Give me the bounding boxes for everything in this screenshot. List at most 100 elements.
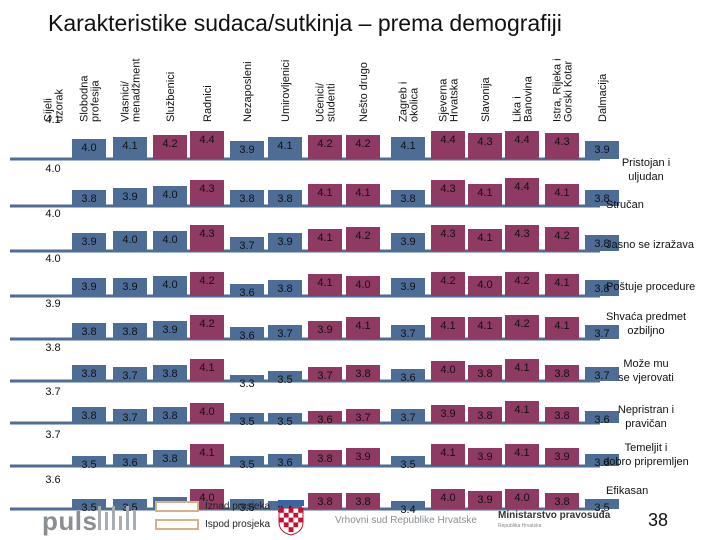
value-label-r1-c10: 4.3 bbox=[440, 183, 455, 195]
bar-r2-c7 bbox=[308, 229, 342, 251]
value-label-r0-c3: 4.2 bbox=[162, 138, 177, 150]
column-header-10: Hrvatska bbox=[449, 78, 461, 122]
value-label-r4-c2: 3.8 bbox=[122, 326, 137, 338]
value-label-r8-c0: 3.6 bbox=[45, 474, 60, 486]
column-header-7: Učenici/ bbox=[315, 82, 327, 122]
row-label-7: Temeljit i bbox=[625, 442, 668, 454]
bar-r1-c2 bbox=[113, 188, 147, 206]
value-label-r7-c2: 3.6 bbox=[122, 457, 137, 469]
value-label-r1-c11: 4.1 bbox=[477, 187, 492, 199]
value-label-r1-c12: 4.4 bbox=[514, 181, 529, 193]
value-label-r7-c7: 3.8 bbox=[317, 453, 332, 465]
bar-r3-c6 bbox=[268, 280, 302, 296]
value-label-r1-c5: 3.8 bbox=[239, 193, 254, 205]
bar-r8-c2 bbox=[113, 499, 147, 509]
value-label-r3-c11: 4.0 bbox=[477, 279, 492, 291]
bar-r3-c8 bbox=[346, 276, 380, 296]
value-label-r3-c4: 4.2 bbox=[199, 275, 214, 287]
row-label-5: se vjerovati bbox=[618, 372, 674, 384]
value-label-r8-c13: 3.8 bbox=[554, 496, 569, 508]
value-label-r7-c4: 4.1 bbox=[199, 447, 214, 459]
value-label-r2-c3: 4.0 bbox=[162, 234, 177, 246]
value-label-r8-c9: 3.4 bbox=[400, 504, 415, 516]
bar-r6-c1 bbox=[72, 407, 106, 423]
value-label-r7-c9: 3.5 bbox=[400, 459, 415, 471]
bar-r8-c7 bbox=[308, 493, 342, 509]
bar-r2-c3 bbox=[153, 231, 187, 251]
puls-logo: puls bbox=[42, 506, 98, 536]
bar-r5-c10 bbox=[431, 361, 465, 381]
row-label-3: Poštuje procedure bbox=[606, 281, 695, 293]
value-label-r8-c1: 3.5 bbox=[81, 502, 96, 514]
column-header-3: Službenici bbox=[165, 72, 177, 122]
legend-below-label: Ispod prosjeka bbox=[205, 519, 271, 530]
value-label-r4-c0: 3.9 bbox=[45, 298, 60, 310]
column-header-7: studenti bbox=[326, 83, 338, 122]
bar-r4-c8 bbox=[346, 317, 380, 339]
bar-r3-c2 bbox=[113, 278, 147, 296]
value-label-r2-c4: 4.3 bbox=[199, 228, 214, 240]
value-label-r7-c13: 3.9 bbox=[554, 451, 569, 463]
bar-r7-c4 bbox=[190, 444, 224, 466]
value-label-r7-c10: 4.1 bbox=[440, 447, 455, 459]
column-header-9: Zagreb i bbox=[398, 82, 410, 122]
bar-r6-c11 bbox=[468, 407, 502, 423]
bar-r2-c2 bbox=[113, 231, 147, 251]
bar-r7-c5 bbox=[230, 456, 264, 466]
value-label-r3-c0: 4.0 bbox=[45, 253, 60, 265]
bar-r6-c4 bbox=[190, 403, 224, 423]
page-number: 38 bbox=[648, 510, 669, 530]
column-header-0: uzorak bbox=[54, 88, 66, 122]
bar-r5-c12 bbox=[505, 359, 539, 381]
value-label-r2-c0: 4.0 bbox=[45, 208, 60, 220]
bar-r2-c1 bbox=[72, 233, 106, 251]
value-label-r5-c8: 3.8 bbox=[355, 368, 370, 380]
column-header-9: okolica bbox=[409, 87, 421, 122]
value-label-r1-c13: 4.1 bbox=[554, 187, 569, 199]
value-label-r3-c6: 3.8 bbox=[277, 283, 292, 295]
bar-r5-c5 bbox=[230, 375, 264, 381]
value-label-r2-c8: 4.2 bbox=[355, 230, 370, 242]
value-label-r4-c8: 4.1 bbox=[355, 320, 370, 332]
column-header-2: menadžment bbox=[131, 58, 143, 122]
bar-r4-c3 bbox=[153, 321, 187, 339]
croatian-crest-icon bbox=[278, 500, 304, 536]
bar-r8-c9 bbox=[391, 501, 425, 509]
legend-below: Ispod prosjeka bbox=[155, 519, 270, 530]
bar-r6-c10 bbox=[431, 405, 465, 423]
value-label-r4-c4: 4.2 bbox=[199, 318, 214, 330]
bar-r5-c13 bbox=[545, 365, 579, 381]
value-label-r2-c1: 3.9 bbox=[81, 236, 96, 248]
column-header-11: Slavonija bbox=[480, 76, 492, 122]
bar-r1-c8 bbox=[346, 184, 380, 206]
value-label-r3-c12: 4.2 bbox=[514, 275, 529, 287]
bar-r0-c11 bbox=[468, 133, 502, 159]
value-label-r8-c7: 3.8 bbox=[317, 496, 332, 508]
bar-r5-c2 bbox=[113, 367, 147, 381]
bar-r0-c9 bbox=[391, 137, 425, 159]
value-label-r3-c2: 3.9 bbox=[122, 281, 137, 293]
bar-r4-c9 bbox=[391, 325, 425, 339]
bar-r4-c7 bbox=[308, 321, 342, 339]
court-label: Vrhovni sud Republike Hrvatske bbox=[335, 515, 477, 526]
bar-r3-c9 bbox=[391, 278, 425, 296]
value-label-r5-c5: 3.3 bbox=[239, 378, 254, 390]
value-label-r0-c8: 4.2 bbox=[355, 138, 370, 150]
bar-r5-c11 bbox=[468, 365, 502, 381]
value-label-r7-c1: 3.5 bbox=[81, 459, 96, 471]
value-label-r5-c14: 3.7 bbox=[594, 370, 609, 382]
bar-r6-c14 bbox=[585, 411, 619, 423]
row-label-0: Pristojan i bbox=[622, 157, 670, 169]
value-label-r3-c9: 3.9 bbox=[400, 281, 415, 293]
bar-r2-c8 bbox=[346, 227, 380, 251]
bar-r7-c13 bbox=[545, 448, 579, 466]
bar-r0-c12 bbox=[505, 131, 539, 159]
bar-r1-c13 bbox=[545, 184, 579, 206]
legend-above: Iznad prosjeka bbox=[155, 501, 270, 512]
value-label-r0-c13: 4.3 bbox=[554, 136, 569, 148]
value-label-r5-c3: 3.8 bbox=[162, 368, 177, 380]
value-label-r3-c8: 4.0 bbox=[355, 279, 370, 291]
value-label-r4-c6: 3.7 bbox=[277, 328, 292, 340]
